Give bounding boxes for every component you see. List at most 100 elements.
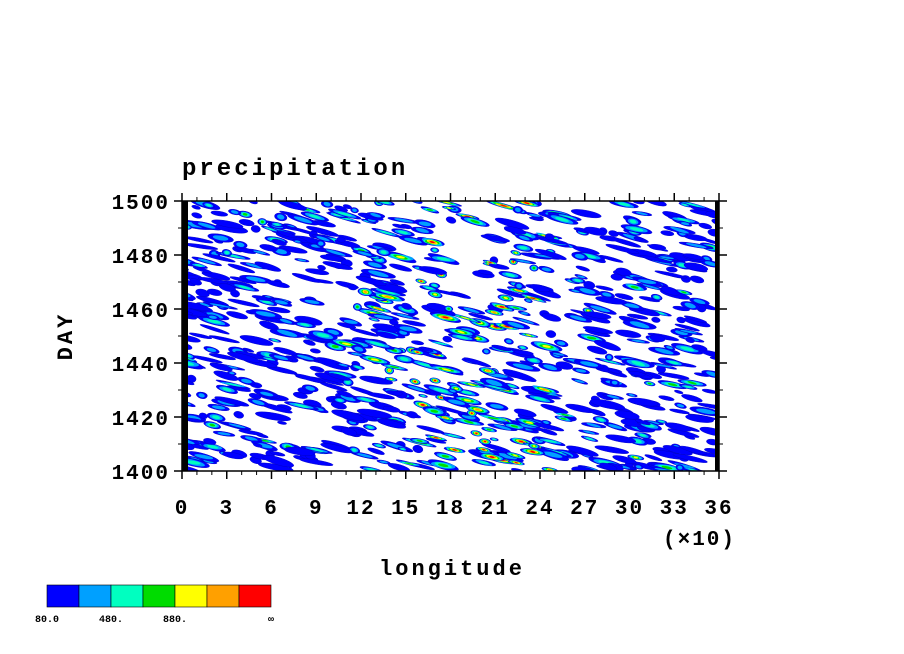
x-tick-label: 33 (660, 498, 689, 521)
precip-blob (318, 241, 324, 246)
precip-blob (680, 222, 690, 226)
precip-blob (635, 465, 642, 469)
precip-blob (631, 360, 645, 367)
precip-blob (586, 336, 597, 340)
precip-blob (508, 384, 516, 388)
precip-blob (250, 225, 261, 233)
precip-blob (357, 251, 372, 256)
precip-blob (396, 313, 414, 319)
precip-blob (442, 335, 453, 343)
contour-field (182, 201, 719, 471)
precip-blob (206, 203, 212, 207)
precip-blob (356, 305, 359, 309)
precip-blob (467, 383, 476, 386)
precip-blob (354, 365, 361, 369)
precip-blob (305, 386, 316, 391)
precip-blob (485, 369, 490, 372)
precip-blob (241, 378, 252, 384)
precip-blob (590, 399, 626, 410)
precip-blob (602, 292, 612, 297)
precip-blob (407, 385, 425, 392)
precip-blob (512, 454, 518, 457)
precip-blob (503, 226, 527, 235)
precip-blob (370, 358, 380, 361)
precip-blob (605, 434, 637, 444)
precip-blob (667, 383, 678, 387)
precip-blob (490, 404, 504, 409)
precip-blob (525, 421, 534, 424)
precip-blob (351, 448, 357, 452)
precip-blob (515, 289, 522, 292)
precip-blob (676, 316, 686, 324)
precip-blob (222, 451, 244, 460)
precip-blob (338, 363, 348, 367)
precip-blob (462, 414, 476, 420)
precip-blob (261, 300, 272, 304)
precip-blob (570, 315, 587, 321)
precip-blob (697, 403, 719, 411)
precip-blob (299, 458, 334, 466)
x-tick-label: 9 (309, 498, 324, 521)
precip-blob (594, 445, 629, 454)
precip-blob (244, 436, 258, 442)
precip-blob (675, 330, 688, 336)
precip-blob (402, 320, 426, 327)
precip-blob (513, 350, 534, 356)
precip-blob (586, 309, 590, 312)
colorbar-label: ∞ (268, 615, 274, 626)
precip-blob (529, 358, 538, 362)
precip-blob (504, 325, 510, 328)
precip-blob (274, 300, 288, 305)
precip-blob (217, 432, 231, 436)
precip-blob (238, 429, 264, 436)
precip-blob (355, 275, 387, 287)
x-tick-label: 27 (570, 498, 599, 521)
precip-blob (392, 223, 407, 229)
precip-blob (294, 403, 309, 408)
precip-blob (309, 348, 321, 354)
precip-blob (503, 296, 508, 300)
precip-blob (297, 354, 314, 361)
precip-blob (647, 420, 660, 425)
precip-blob (660, 230, 675, 236)
precip-blob (420, 280, 423, 282)
precip-blob (561, 413, 569, 417)
precip-blob (354, 346, 364, 352)
precip-blob (614, 293, 634, 300)
precip-blob (684, 385, 693, 389)
precip-blob (630, 285, 639, 289)
precip-blob (279, 318, 293, 324)
colorbar-box (110, 584, 144, 608)
precip-blob (577, 275, 586, 279)
precip-blob (436, 257, 451, 262)
precip-blob (404, 237, 422, 244)
precip-blob (349, 328, 379, 337)
x-tick-label: 3 (219, 498, 234, 521)
precip-blob (528, 213, 541, 217)
precip-blob (685, 414, 714, 423)
precip-blob (605, 244, 640, 254)
precip-blob (682, 253, 703, 260)
precip-blob (207, 444, 219, 449)
precip-blob (340, 394, 356, 402)
precip-blob (337, 234, 358, 242)
precip-blob (242, 213, 248, 216)
precip-blob (669, 408, 690, 415)
precip-blob (477, 269, 493, 275)
precip-blob (255, 311, 276, 317)
precip-blob (189, 278, 202, 286)
precip-blob (304, 299, 320, 304)
precip-blob (606, 394, 620, 399)
precip-blob (485, 379, 503, 387)
precip-blob (474, 408, 481, 411)
precip-blob (380, 290, 396, 295)
precip-blob (586, 422, 602, 428)
precip-blob (532, 266, 536, 270)
precip-blob (463, 307, 480, 314)
precip-blob (454, 387, 459, 390)
precip-blob (679, 445, 707, 455)
precip-blob (533, 422, 565, 432)
precip-blob (488, 263, 510, 270)
precip-blob (274, 223, 280, 226)
precip-blob (208, 315, 217, 319)
